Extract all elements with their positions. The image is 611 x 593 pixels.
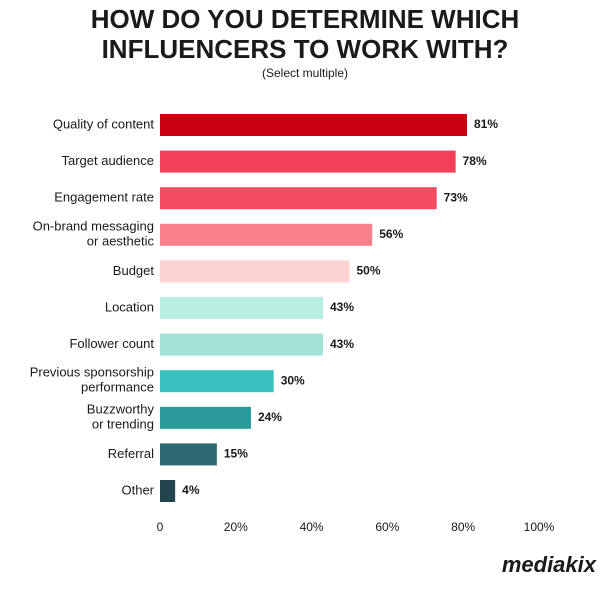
value-label: 81% (474, 117, 498, 131)
x-tick-label: 20% (224, 520, 248, 534)
chart-title: HOW DO YOU DETERMINE WHICH INFLUENCERS TO… (91, 4, 520, 64)
category-label: Budget (113, 263, 155, 278)
value-label: 30% (281, 373, 305, 387)
bar (160, 260, 350, 283)
x-tick-label: 0 (157, 520, 164, 534)
value-label: 15% (224, 447, 248, 461)
value-label: 50% (357, 264, 381, 278)
category-label: Other (121, 482, 154, 497)
category-label: Buzzworthy or trending (87, 402, 155, 432)
bar (160, 333, 323, 356)
bar (160, 406, 251, 429)
value-label: 43% (330, 300, 354, 314)
x-tick-label: 80% (451, 520, 475, 534)
value-label: 56% (379, 227, 403, 241)
value-label: 43% (330, 337, 354, 351)
bar (160, 297, 323, 319)
value-label: 73% (444, 190, 468, 204)
category-label: Previous sponsorship performance (30, 365, 154, 395)
brand-logo: mediakix (502, 552, 597, 577)
bar (160, 223, 373, 246)
category-label: Location (105, 299, 154, 314)
bar (160, 443, 217, 466)
chart-subtitle: (Select multiple) (262, 66, 348, 80)
category-label: Target audience (61, 153, 154, 168)
bar (160, 150, 456, 173)
value-label: 4% (182, 483, 200, 497)
category-label: On-brand messaging or aesthetic (33, 219, 155, 249)
bar (160, 114, 467, 136)
category-label: Follower count (69, 336, 154, 351)
bar (160, 370, 274, 393)
x-tick-label: 40% (300, 520, 324, 534)
category-label: Referral (108, 446, 154, 461)
x-tick-label: 100% (524, 520, 555, 534)
category-label: Engagement rate (54, 190, 154, 205)
category-label: Quality of content (53, 116, 155, 131)
bar (160, 480, 176, 502)
bar (160, 187, 437, 210)
x-tick-label: 60% (375, 520, 399, 534)
value-label: 24% (258, 410, 282, 424)
value-label: 78% (463, 154, 487, 168)
